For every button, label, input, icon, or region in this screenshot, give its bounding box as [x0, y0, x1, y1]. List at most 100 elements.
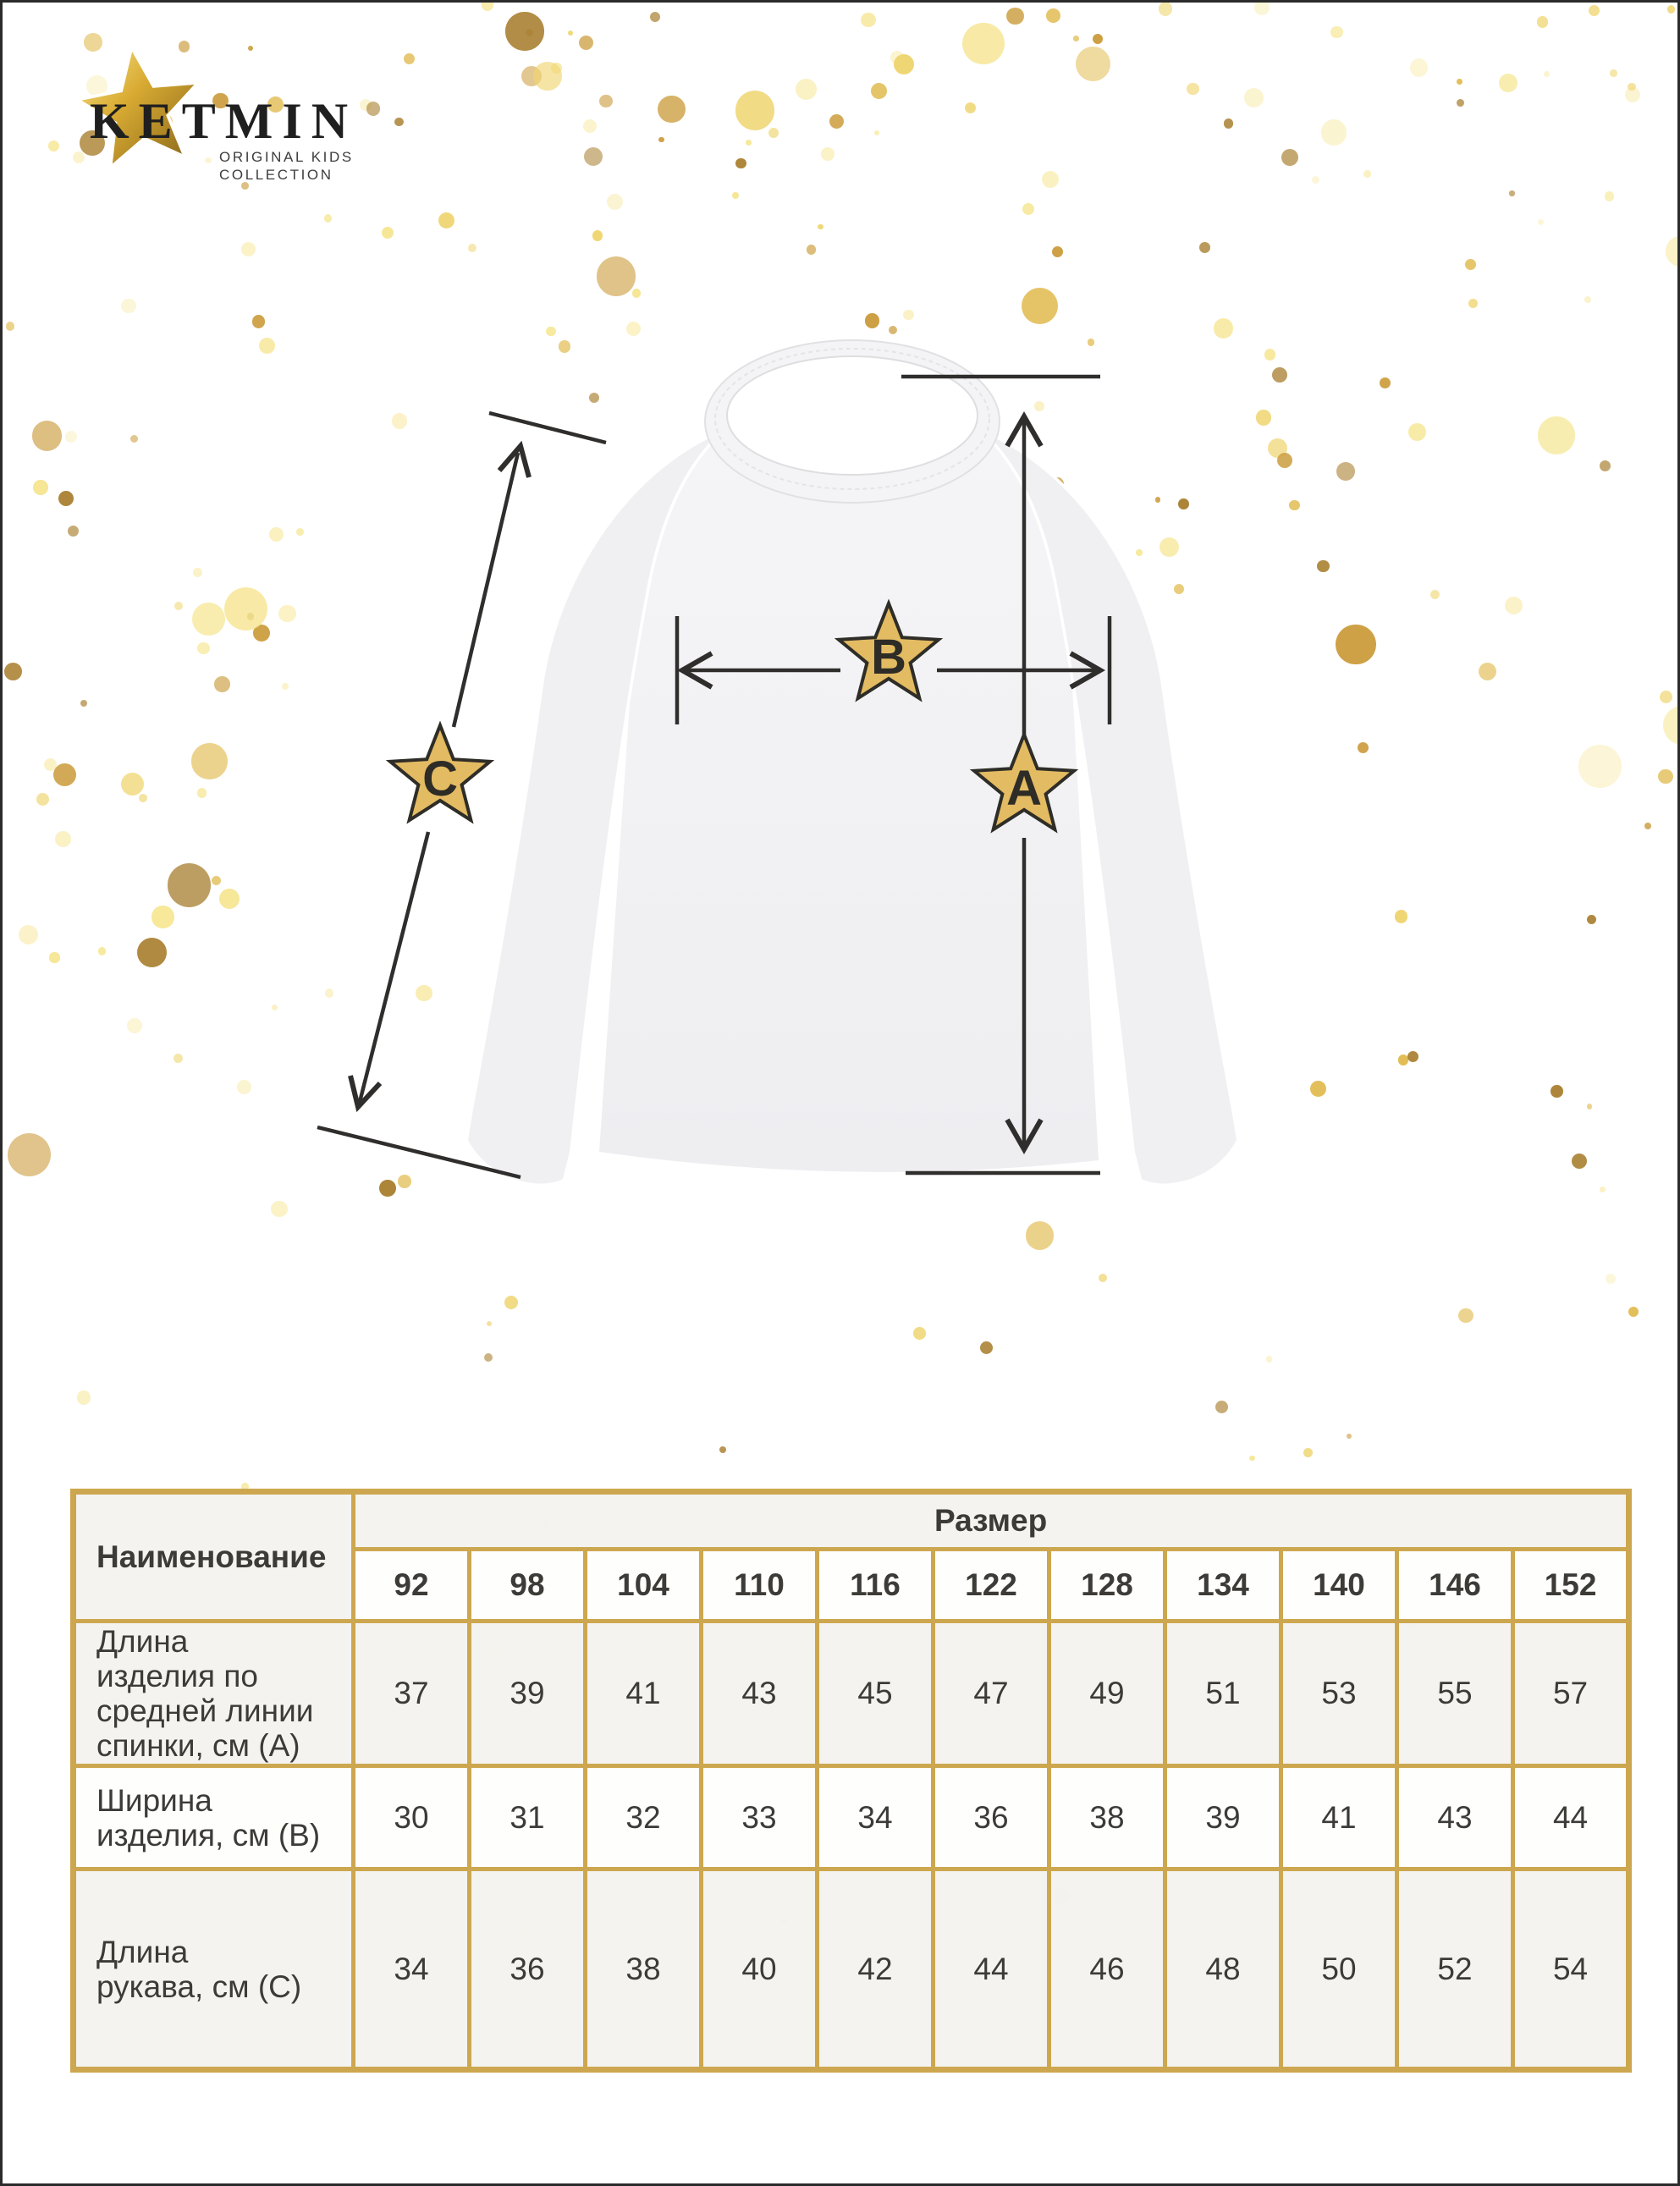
confetti-dot: [33, 479, 48, 495]
confetti-dot: [1320, 119, 1347, 146]
confetti-dot: [1006, 7, 1024, 25]
confetti-dot: [167, 863, 211, 907]
confetti-dot: [1255, 410, 1271, 426]
confetti-dot: [1248, 1455, 1255, 1462]
size-col-header: 104: [583, 1547, 703, 1623]
size-value-cell: 41: [1279, 1764, 1399, 1871]
size-value-cell: 41: [583, 1619, 703, 1768]
confetti-dot: [584, 146, 603, 166]
confetti-dot: [504, 1295, 519, 1309]
confetti-dot: [218, 889, 240, 910]
confetti-dot: [735, 157, 746, 168]
confetti-dot: [223, 586, 267, 630]
confetti-dot: [1317, 559, 1330, 573]
size-value-cell: 49: [1047, 1619, 1167, 1768]
confetti-dot: [240, 241, 256, 256]
confetti-dot: [1407, 1050, 1418, 1062]
confetti-dot: [1311, 175, 1319, 184]
confetti-dot: [735, 91, 775, 130]
confetti-dot: [545, 326, 556, 337]
brand-logo: KETMIN ORIGINAL KIDS COLLECTION: [69, 37, 354, 183]
size-value-cell: 44: [1510, 1764, 1632, 1871]
confetti-dot: [818, 223, 823, 230]
confetti-dot: [214, 676, 230, 692]
confetti-dot: [259, 338, 275, 354]
size-value-cell: 51: [1163, 1619, 1283, 1768]
confetti-dot: [36, 792, 49, 806]
confetti-dot: [1610, 69, 1617, 77]
size-value-cell: 57: [1510, 1619, 1632, 1768]
measure-c-top-ref-line: [488, 410, 607, 445]
confetti-dot: [1537, 416, 1576, 454]
confetti-dot: [1464, 259, 1476, 271]
confetti-dot: [1536, 16, 1549, 29]
size-value-cell: 32: [583, 1764, 703, 1871]
confetti-dot: [241, 181, 250, 190]
size-value-cell: 50: [1279, 1867, 1399, 2072]
confetti-dot: [582, 118, 597, 133]
confetti-dot: [1410, 58, 1429, 77]
table-name-header: Наименование: [71, 1489, 355, 1623]
confetti-dot: [192, 568, 202, 577]
confetti-dot: [874, 129, 880, 135]
size-value-cell: 40: [699, 1867, 819, 2072]
star-marker-a-label: A: [1006, 761, 1042, 816]
confetti-dot: [241, 1483, 249, 1490]
confetti-dot: [278, 604, 296, 623]
confetti-dot: [282, 683, 289, 690]
confetti-dot: [903, 309, 914, 321]
size-value-cell: 54: [1510, 1867, 1632, 2072]
confetti-dot: [1281, 149, 1299, 167]
confetti-dot: [268, 526, 284, 542]
confetti-dot: [130, 434, 139, 443]
brand-subtitle-line1: ORIGINAL KIDS: [219, 149, 354, 165]
confetti-dot: [588, 393, 600, 404]
confetti-dot: [467, 243, 476, 252]
size-value-cell: 34: [815, 1764, 935, 1871]
star-markers: B A C: [388, 602, 1076, 832]
confetti-dot: [1223, 118, 1233, 129]
confetti-dot: [80, 700, 88, 708]
confetti-dot: [1277, 452, 1293, 468]
confetti-dot: [52, 763, 76, 786]
confetti-dot: [1178, 498, 1189, 510]
confetti-dot: [295, 528, 304, 537]
confetti-dot: [55, 831, 71, 848]
size-col-header: 128: [1047, 1547, 1167, 1623]
confetti-dot: [1154, 496, 1161, 503]
size-col-header: 134: [1163, 1547, 1283, 1623]
confetti-dot: [1397, 1054, 1408, 1065]
confetti-dot: [1087, 339, 1095, 346]
size-value-cell: 38: [1047, 1764, 1167, 1871]
shirt-neck-hole: [726, 355, 978, 476]
size-col-header: 92: [351, 1547, 471, 1623]
confetti-dot: [796, 79, 818, 101]
confetti-dot: [1604, 191, 1615, 201]
size-value-cell: 39: [467, 1619, 587, 1768]
measurement-arrow-c: [317, 410, 607, 1180]
size-value-cell: 38: [583, 1867, 703, 2072]
confetti-dot: [1479, 663, 1497, 681]
confetti-dot: [1034, 400, 1045, 411]
confetti-dot: [486, 1321, 493, 1327]
size-value-cell: 43: [699, 1619, 819, 1768]
confetti-dot: [658, 95, 686, 123]
confetti-dot: [205, 157, 212, 164]
size-value-cell: 55: [1395, 1619, 1515, 1768]
confetti-dot: [58, 490, 74, 506]
confetti-dot: [1663, 705, 1677, 745]
confetti-dot: [196, 641, 210, 655]
confetti-dot: [1605, 1274, 1616, 1285]
confetti-dot: [1572, 1154, 1588, 1170]
confetti-dot: [1254, 3, 1270, 15]
confetti-dot: [870, 82, 887, 99]
confetti-dot: [83, 32, 102, 52]
confetti-dot: [212, 92, 229, 109]
size-value-cell: 37: [351, 1619, 471, 1768]
size-value-cell: 52: [1395, 1867, 1515, 2072]
confetti-dot: [599, 94, 613, 108]
size-value-cell: 44: [931, 1867, 1051, 2072]
shirt-body: [599, 436, 1099, 1172]
confetti-dot: [592, 230, 603, 241]
confetti-dot: [1588, 5, 1600, 17]
